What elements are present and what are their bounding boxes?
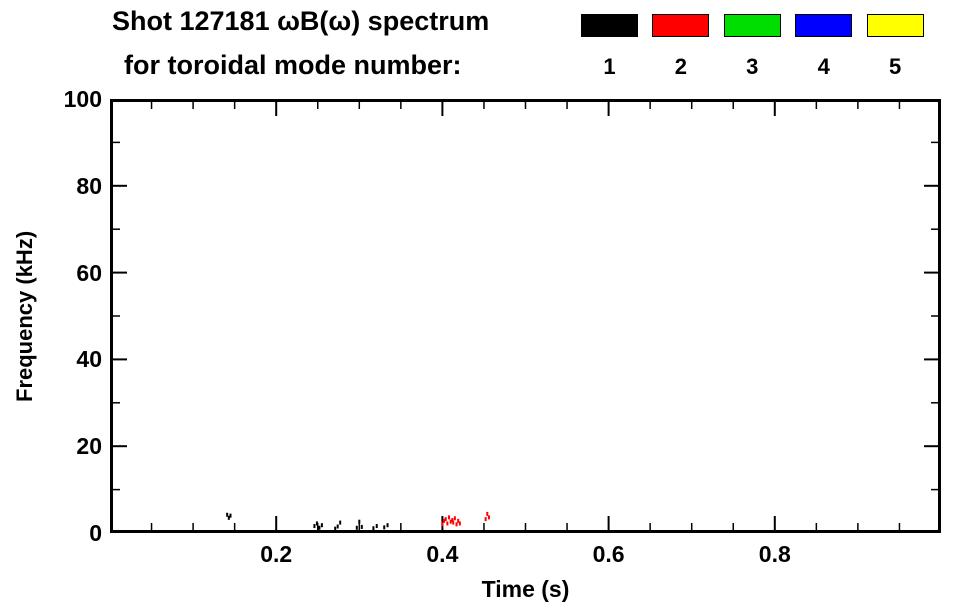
x-tick-label-0.4: 0.4: [426, 541, 459, 567]
y-axis-label: Frequency (kHz): [12, 230, 37, 402]
data-point-mode-1: [334, 526, 337, 531]
data-point-mode-2: [487, 515, 490, 520]
legend-label-5: 5: [888, 54, 902, 79]
data-point-mode-1: [386, 523, 389, 528]
legend-label-3: 3: [746, 54, 759, 79]
data-point-mode-1: [355, 525, 358, 530]
data-point-mode-1: [375, 524, 378, 529]
y-tick-label-40: 40: [76, 346, 102, 373]
data-point-mode-1: [383, 525, 386, 530]
plot-area: [110, 99, 941, 533]
legend-swatch-1: [581, 14, 638, 37]
data-point-mode-2: [484, 517, 487, 522]
data-point-mode-1: [339, 520, 342, 525]
legend-label-4: 4: [817, 54, 830, 79]
data-point-mode-2: [449, 519, 452, 524]
x-tick-label-0.8: 0.8: [758, 541, 791, 567]
legend-swatch-3: [723, 14, 781, 37]
data-point-mode-2: [458, 521, 461, 526]
data-point-mode-2: [448, 515, 451, 520]
data-point-mode-2: [455, 522, 458, 527]
data-point-mode-1: [313, 524, 316, 529]
data-point-mode-1: [320, 523, 323, 528]
plot-frame: [110, 99, 941, 533]
data-point-mode-2: [452, 520, 455, 525]
data-point-mode-2: [443, 518, 446, 523]
data-point-mode-1: [372, 526, 375, 531]
legend-label-1: 1: [603, 54, 616, 79]
x-tick-label-0.2: 0.2: [260, 541, 293, 567]
legend-swatch-2: [652, 14, 710, 37]
data-point-mode-1: [358, 519, 361, 524]
data-point-mode-2: [451, 517, 454, 522]
legend-swatch-4: [795, 14, 853, 37]
y-tick-label-100: 100: [63, 86, 102, 112]
x-tick-label-0.6: 0.6: [592, 541, 625, 567]
data-point-mode-1: [336, 524, 339, 529]
data-point-mode-1: [315, 521, 318, 526]
data-point-mode-2: [486, 511, 489, 516]
legend-label-2: 2: [674, 54, 688, 79]
figure-title: Shot 127181 ωB(ω) spectrum: [112, 6, 490, 36]
figure-subtitle: for toroidal mode number:: [124, 50, 462, 80]
data-point-mode-2: [444, 517, 447, 522]
y-tick-label-80: 80: [76, 172, 102, 199]
data-point-mode-2: [446, 521, 449, 526]
data-point-mode-1: [226, 512, 229, 517]
data-point-mode-1: [318, 525, 321, 530]
x-axis-label: Time (s): [481, 576, 570, 602]
data-point-mode-1: [360, 524, 363, 529]
data-point-mode-2: [457, 518, 460, 523]
legend-swatch-5: [866, 14, 924, 37]
y-tick-label-0: 0: [89, 520, 102, 546]
y-tick-label-20: 20: [76, 433, 102, 460]
data-point-mode-2: [441, 522, 444, 527]
data-point-mode-1: [229, 513, 232, 518]
data-point-mode-2: [453, 516, 456, 521]
y-tick-label-60: 60: [76, 259, 102, 286]
data-point-mode-1: [227, 515, 230, 520]
